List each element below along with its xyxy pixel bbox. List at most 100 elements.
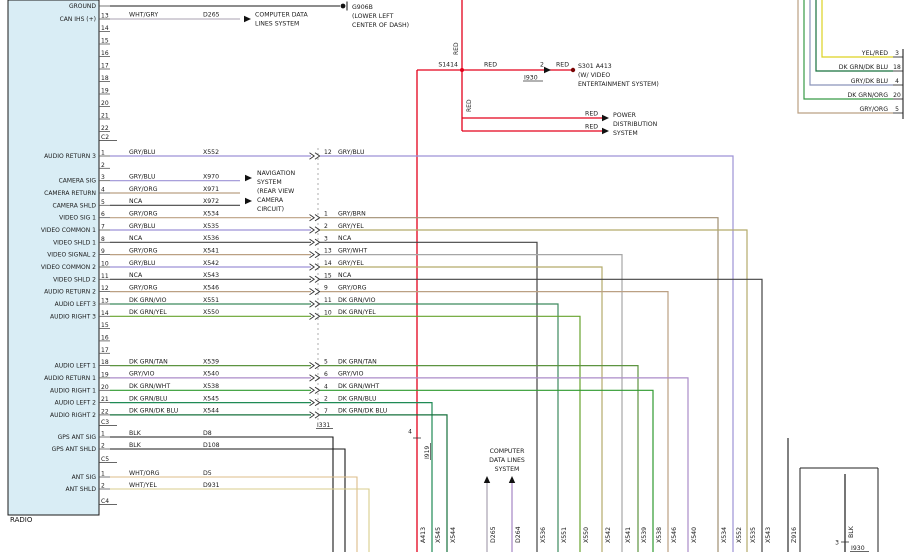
connector-chevron <box>314 374 321 382</box>
pin-number: 15 <box>101 38 109 45</box>
splice-dot <box>460 68 464 72</box>
wire-color-label: DK GRN/VIO <box>129 297 167 304</box>
pin-number: 2 <box>540 62 544 69</box>
connector-chevron <box>314 226 321 234</box>
terminal-label: X538 <box>656 527 663 543</box>
wire <box>320 377 689 552</box>
pin-label: GPS ANT SHLD <box>52 446 97 453</box>
pin-label: VIDEO SHLD 2 <box>53 276 96 283</box>
pin-number: 7 <box>101 224 105 231</box>
terminal-label: X541 <box>625 527 632 543</box>
system-ref-label: (W/ VIDEO <box>578 72 610 79</box>
circuit-label: X535 <box>203 223 219 230</box>
terminal-label: X543 <box>765 527 772 543</box>
pin-number: 20 <box>101 384 109 391</box>
connector-chevron <box>314 386 321 394</box>
system-ref-label: CAMERA <box>257 197 284 204</box>
system-ref-label: DATA LINES <box>489 457 525 464</box>
wire-color-label: BLK <box>848 525 855 538</box>
pin-number: 12 <box>324 149 332 156</box>
wire-color-label: DK GRN/YEL <box>338 309 376 316</box>
connector-chevron <box>309 263 315 271</box>
wire <box>110 448 346 552</box>
wire-color-label: RED <box>466 99 473 112</box>
pin-number: 21 <box>101 396 109 403</box>
terminal-label: X552 <box>736 527 743 543</box>
wire-color-label: GRY/BLU <box>338 149 364 156</box>
pin-number: 18 <box>893 64 901 71</box>
wire-color-label: YEL/RED <box>861 50 888 57</box>
pin-label: GPS ANT SIG <box>58 434 97 441</box>
pin-label: CAMERA SHLD <box>53 202 97 209</box>
circuit-label: X971 <box>203 186 219 193</box>
wire <box>320 254 623 552</box>
connector-label: I930 <box>851 545 865 552</box>
splice-label: S301 A413 <box>578 63 612 70</box>
wire <box>320 414 448 552</box>
connector-chevron <box>314 312 321 320</box>
connector-label: C3 <box>101 419 109 426</box>
pin-label: CAMERA RETURN <box>44 190 96 197</box>
wire-color-label: DK GRN/WHT <box>338 383 379 390</box>
wire-color-label: RED <box>556 62 569 69</box>
pin-number: 12 <box>101 285 109 292</box>
system-ref-label: COMPUTER DATA <box>255 12 308 19</box>
wire-color-label: DK GRN/DK BLU <box>338 408 387 415</box>
pin-number: 5 <box>324 359 328 366</box>
pin-number: 5 <box>101 199 105 206</box>
wire-color-label: NCA <box>338 235 352 242</box>
circuit-label: X542 <box>203 260 219 267</box>
wire-color-label: GRY/VIO <box>338 371 364 378</box>
connector-chevron <box>314 214 321 222</box>
pin-number: 3 <box>835 540 839 547</box>
pin-label: CAMERA SIG <box>59 178 97 185</box>
system-ref-label: ENTERTAINMENT SYSTEM) <box>578 81 659 88</box>
wire-color-label: GRY/ORG <box>338 284 367 291</box>
connector-chevron <box>314 362 321 370</box>
pin-number: 19 <box>101 371 109 378</box>
circuit-label: X539 <box>203 358 219 365</box>
pin-number: 6 <box>101 211 105 218</box>
wire-color-label: GRY/BRN <box>338 211 366 218</box>
pin-number: 3 <box>895 50 899 57</box>
pin-number: 22 <box>101 408 109 415</box>
wire <box>821 0 893 58</box>
circuit-label: X543 <box>203 272 219 279</box>
terminal-label: X540 <box>691 527 698 543</box>
terminal-label: X536 <box>540 527 547 543</box>
pin-label: VIDEO SIG 1 <box>59 215 96 222</box>
pin-number: 9 <box>101 248 105 255</box>
arrow-icon <box>602 114 609 122</box>
circuit-label: X538 <box>203 383 219 390</box>
connector-chevron <box>309 226 315 234</box>
connector-chevron <box>309 238 315 246</box>
pin-number: 21 <box>101 113 109 120</box>
connector-chevron <box>309 288 315 296</box>
wire-color-label: GRY/YEL <box>338 223 364 230</box>
circuit-label: X546 <box>203 284 219 291</box>
pin-label: AUDIO LEFT 2 <box>55 400 97 407</box>
terminal-label: D265 <box>490 526 497 543</box>
pin-label: AUDIO RETURN 2 <box>44 289 96 296</box>
pin-label: AUDIO RIGHT 1 <box>50 387 96 394</box>
circuit-label: X552 <box>203 149 219 156</box>
arrow-icon <box>544 66 551 74</box>
wire-color-label: GRY/ORG <box>129 284 158 291</box>
connector-chevron <box>309 411 315 419</box>
pin-number: 19 <box>101 88 109 95</box>
arrow-icon <box>602 127 609 135</box>
pin-number: 3 <box>324 235 328 242</box>
connector-chevron <box>314 300 321 308</box>
wire-color-label: GRY/VIO <box>129 371 155 378</box>
circuit-label: X536 <box>203 235 219 242</box>
pin-number: 18 <box>101 359 109 366</box>
pin-number: 4 <box>101 187 105 194</box>
wire-color-label: GRY/ORG <box>129 211 158 218</box>
wire <box>815 0 893 72</box>
pin-number: 1 <box>101 431 105 438</box>
system-ref-label: (LOWER LEFT <box>352 13 394 20</box>
pin-number: 13 <box>324 248 332 255</box>
circuit-label: X551 <box>203 297 219 304</box>
